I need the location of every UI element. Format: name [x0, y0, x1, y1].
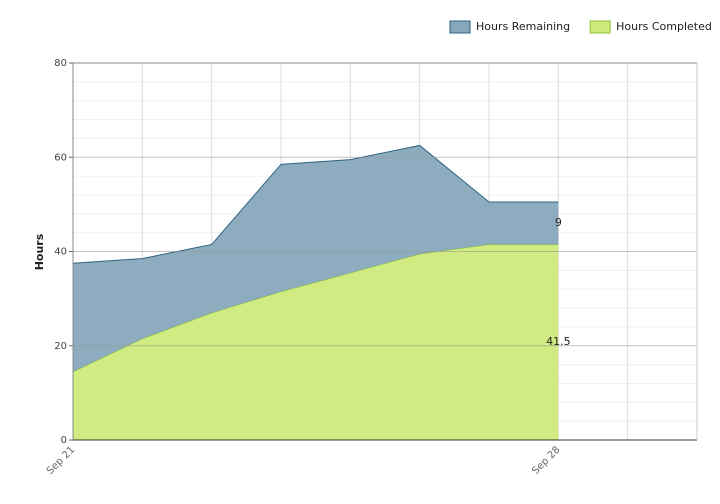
y-tick-label: 80 [54, 58, 67, 69]
x-tick-label: Sep 21 [45, 444, 77, 476]
y-tick-label: 60 [54, 152, 67, 163]
x-tick-label: Sep 28 [530, 444, 562, 476]
legend-label: Hours Remaining [476, 20, 570, 33]
data-label: 41.5 [546, 335, 571, 348]
legend-swatch [589, 20, 611, 34]
area-line [72, 144, 559, 264]
y-tick-label: 20 [54, 341, 67, 352]
area [73, 145, 559, 372]
y-axis-label: Hours [33, 233, 46, 270]
data-label: 9 [555, 216, 562, 229]
legend-swatch [449, 20, 471, 34]
y-tick-label: 40 [54, 247, 67, 258]
y-tick-label: 0 [61, 435, 67, 446]
legend-label: Hours Completed [616, 20, 712, 33]
area [73, 244, 559, 440]
